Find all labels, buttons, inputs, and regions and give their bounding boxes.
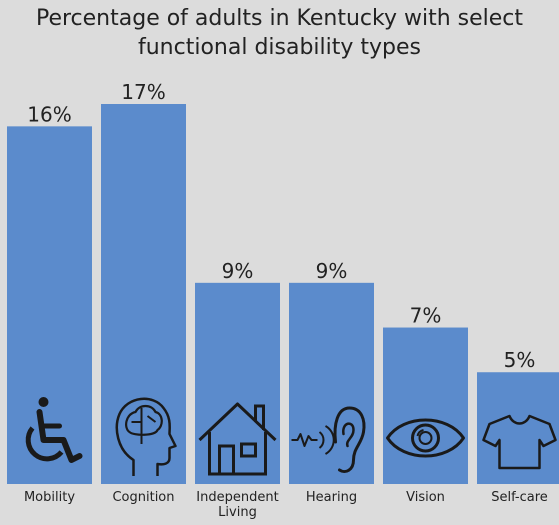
brain-head-icon (115, 397, 177, 476)
shirt-icon (482, 414, 557, 470)
value-label: 17% (121, 80, 165, 104)
ear-hearing-icon (291, 406, 366, 474)
bar-self-care (477, 372, 559, 484)
value-label: 9% (222, 259, 254, 283)
category-label-line: Vision (406, 490, 445, 505)
category-label: Self-care (491, 490, 548, 505)
category-label-line: Hearing (306, 490, 357, 505)
bar-hearing (289, 282, 374, 484)
wheelchair-icon (25, 397, 83, 463)
chart-title-line-2: functional disability types (137, 35, 422, 60)
bar-mobility (7, 126, 92, 485)
chart-title-line-1: Percentage of adults in Kentucky with se… (35, 6, 524, 31)
house-icon (198, 402, 277, 476)
category-label: Cognition (112, 490, 174, 505)
category-label-line: Self-care (491, 490, 548, 505)
value-label: 9% (316, 259, 348, 283)
category-label-line: Independent (196, 490, 278, 505)
category-label-line: Cognition (112, 490, 174, 505)
category-label-line: Living (218, 505, 257, 520)
value-label: 7% (410, 304, 442, 328)
bar-independent-living (195, 282, 280, 484)
category-label-line: Mobility (24, 490, 75, 505)
value-label: 5% (504, 348, 536, 372)
value-label: 16% (27, 102, 71, 126)
category-label: Vision (406, 490, 445, 505)
bar-cognition (101, 104, 186, 484)
bar-vision (383, 327, 468, 484)
eye-icon (386, 418, 465, 458)
category-label: Mobility (24, 490, 75, 505)
category-label: Hearing (306, 490, 357, 505)
chart-title: Percentage of adults in Kentucky with se… (0, 4, 559, 62)
